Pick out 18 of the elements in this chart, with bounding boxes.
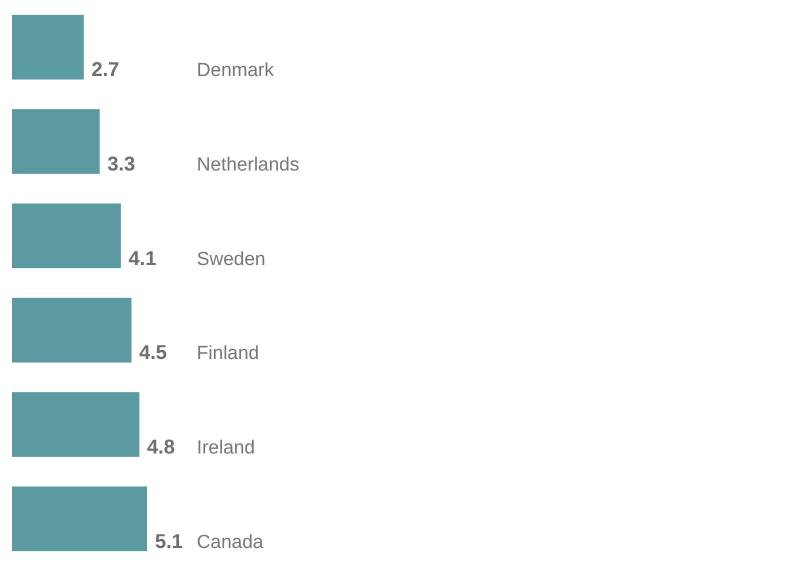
bar: [12, 204, 121, 268]
y-tick-label: Canada: [196, 532, 264, 553]
y-tick-label: Ireland: [196, 438, 255, 458]
data-label: 5.1: [155, 530, 183, 553]
bar: [12, 109, 100, 174]
data-label: 4.5: [139, 342, 167, 364]
bar: [12, 486, 147, 552]
data-label: 4.1: [128, 248, 156, 270]
y-tick-label: Sweden: [196, 248, 266, 270]
y-tick-label: Finland: [196, 343, 260, 364]
y-tick-label: Denmark: [196, 60, 274, 82]
data-label: 3.3: [107, 154, 136, 176]
bar: [12, 392, 140, 457]
data-label: 4.8: [147, 436, 175, 458]
y-tick-label: Netherlands: [196, 154, 300, 176]
bar: [12, 14, 84, 80]
bar: [12, 298, 132, 362]
data-label: 2.7: [91, 59, 120, 82]
